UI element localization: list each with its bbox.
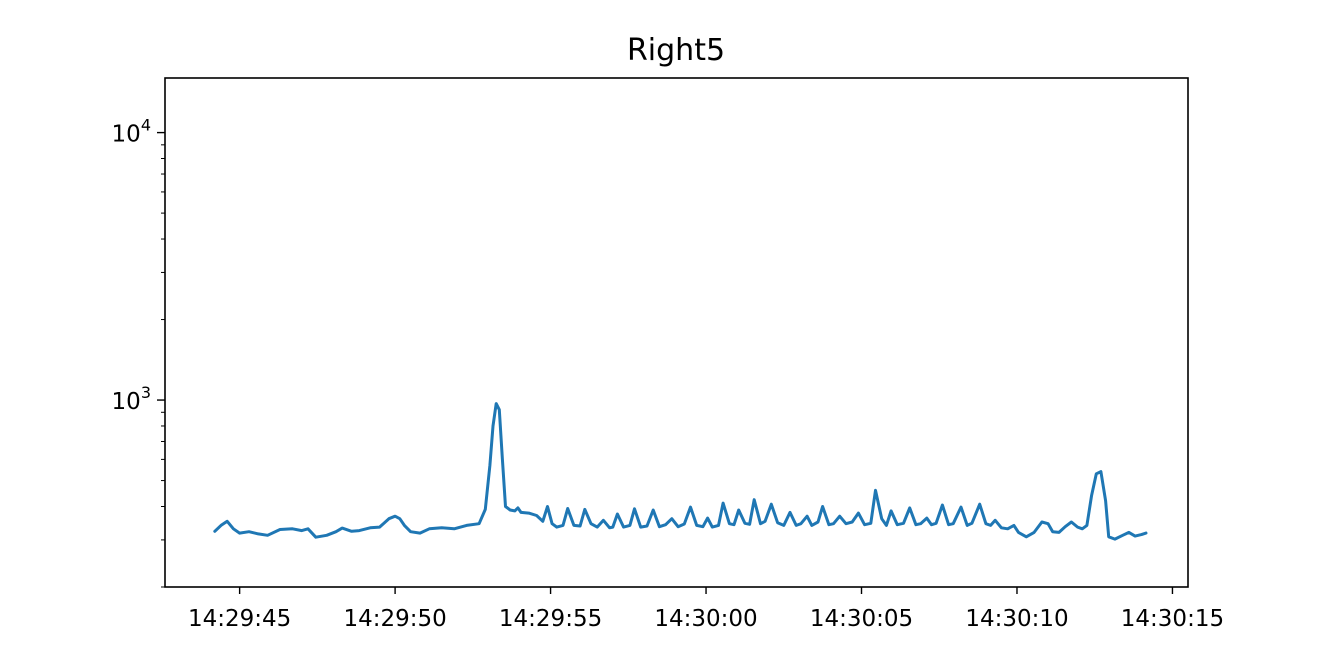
x-tick-label: 14:30:05 (810, 606, 913, 632)
plot-frame (164, 77, 1189, 588)
y-tick-base: 10 (112, 389, 141, 415)
y-tick-base: 10 (112, 122, 141, 148)
y-tick-exponent: 3 (141, 383, 151, 402)
y-tick-label: 103 (112, 383, 151, 415)
x-tick-label: 14:30:10 (965, 606, 1068, 632)
plot-area (213, 402, 1148, 541)
x-tick-label: 14:30:15 (1121, 606, 1224, 632)
x-axis: 14:29:45 14:29:50 14:29:55 14:30:00 14:30:05… (188, 587, 1224, 632)
chart-title: Right5 (627, 33, 725, 68)
x-tick-label: 14:29:55 (499, 606, 602, 632)
x-tick-label: 14:30:00 (654, 606, 757, 632)
y-tick-label: 104 (112, 116, 151, 148)
series-line-0 (213, 402, 1148, 541)
x-tick-label: 14:29:50 (343, 606, 446, 632)
y-tick-exponent: 4 (141, 116, 151, 135)
x-tick-label: 14:29:45 (188, 606, 291, 632)
